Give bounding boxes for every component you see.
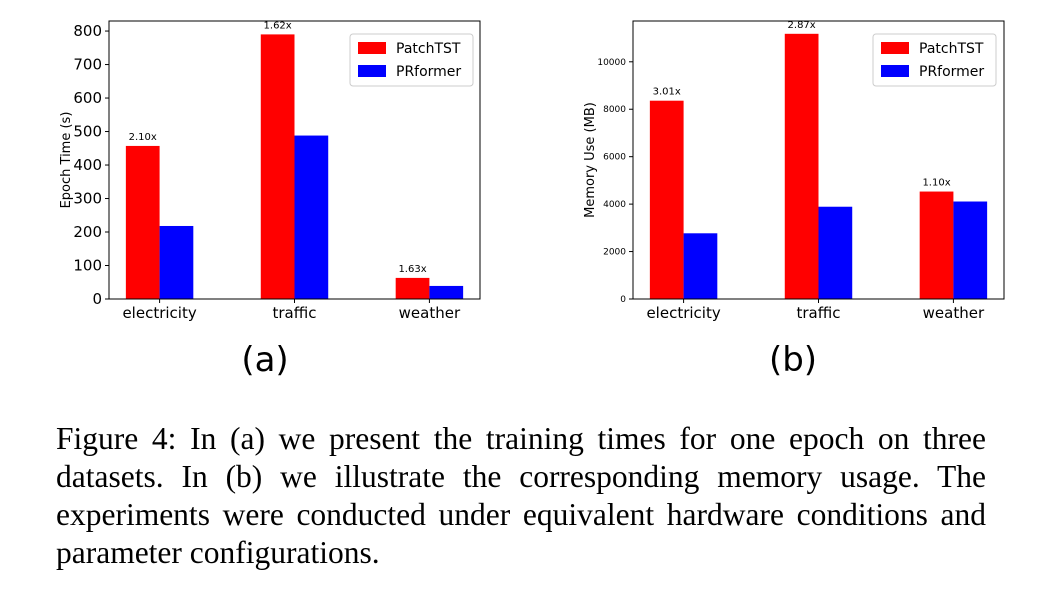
- legend-swatch-patchtst: [881, 42, 909, 54]
- legend-label-prformer: PRformer: [396, 64, 461, 80]
- y-tick-label: 400: [73, 156, 102, 174]
- legend-label-prformer: PRformer: [919, 64, 984, 80]
- x-tick-label-weather: weather: [399, 304, 461, 322]
- bar-label-electricity: 2.10x: [129, 132, 157, 143]
- bar-patchtst-traffic: [784, 33, 819, 300]
- bar-patchtst-weather: [919, 191, 954, 299]
- bar-patchtst-electricity: [649, 100, 684, 299]
- bar-label-weather: 1.10x: [922, 178, 950, 189]
- y-tick-label: 2000: [603, 248, 626, 258]
- panel-label-a: (a): [241, 340, 288, 380]
- y-tick-label: 6000: [603, 153, 626, 163]
- chart-panel-a: 2.10x 1.62x 1.63x 0 100 200 300 400 500 600 700 800…: [59, 20, 481, 380]
- legend-swatch-prformer: [358, 65, 386, 77]
- bar-prformer-traffic: [818, 206, 853, 299]
- y-tick-label: 500: [73, 123, 102, 141]
- y-tick-label: 200: [73, 223, 102, 241]
- legend-swatch-prformer: [881, 65, 909, 77]
- y-tick-label: 0: [620, 295, 626, 305]
- legend-label-patchtst: PatchTST: [396, 41, 461, 57]
- y-tick-label: 700: [73, 56, 102, 74]
- x-tick-label-electricity: electricity: [646, 304, 720, 322]
- bar-label-weather: 1.63x: [398, 264, 426, 275]
- y-tick-label: 300: [73, 190, 102, 208]
- bar-label-traffic: 2.87x: [788, 20, 816, 31]
- bar-prformer-weather: [953, 201, 988, 299]
- bar-patchtst-traffic: [260, 34, 295, 300]
- bar-label-traffic: 1.62x: [264, 20, 292, 31]
- x-tick-label-electricity: electricity: [122, 304, 196, 322]
- bar-label-electricity: 3.01x: [653, 87, 681, 98]
- y-tick-label: 0: [92, 290, 102, 308]
- bar-prformer-weather: [429, 285, 464, 299]
- legend: PatchTST PRformer: [349, 33, 474, 87]
- y-tick-label: 800: [73, 22, 102, 40]
- y-tick-label: 600: [73, 89, 102, 107]
- y-tick-label: 4000: [603, 200, 626, 210]
- y-axis-label: Memory Use (MB): [583, 102, 598, 218]
- legend-label-patchtst: PatchTST: [919, 41, 984, 57]
- x-tick-label-traffic: traffic: [273, 304, 317, 322]
- y-axis-label: Epoch Time (s): [59, 112, 74, 209]
- bar-patchtst-electricity: [125, 145, 160, 299]
- x-tick-label-weather: weather: [923, 304, 985, 322]
- bar-prformer-traffic: [294, 135, 329, 299]
- legend-swatch-patchtst: [358, 42, 386, 54]
- y-tick-label: 8000: [603, 105, 626, 115]
- x-tick-label-traffic: traffic: [797, 304, 841, 322]
- y-tick-label: 10000: [597, 58, 626, 68]
- bar-patchtst-weather: [395, 277, 430, 299]
- chart-panel-b: 3.01x 2.87x 1.10x 0 2000 4000 6000 8000 10000 ele…: [583, 20, 1005, 380]
- bar-prformer-electricity: [159, 225, 194, 299]
- legend: PatchTST PRformer: [872, 33, 997, 87]
- figure-caption: Figure 4: In (a) we present the training…: [56, 421, 986, 570]
- bar-prformer-electricity: [683, 233, 718, 299]
- y-tick-label: 100: [73, 257, 102, 275]
- panel-label-b: (b): [769, 340, 817, 380]
